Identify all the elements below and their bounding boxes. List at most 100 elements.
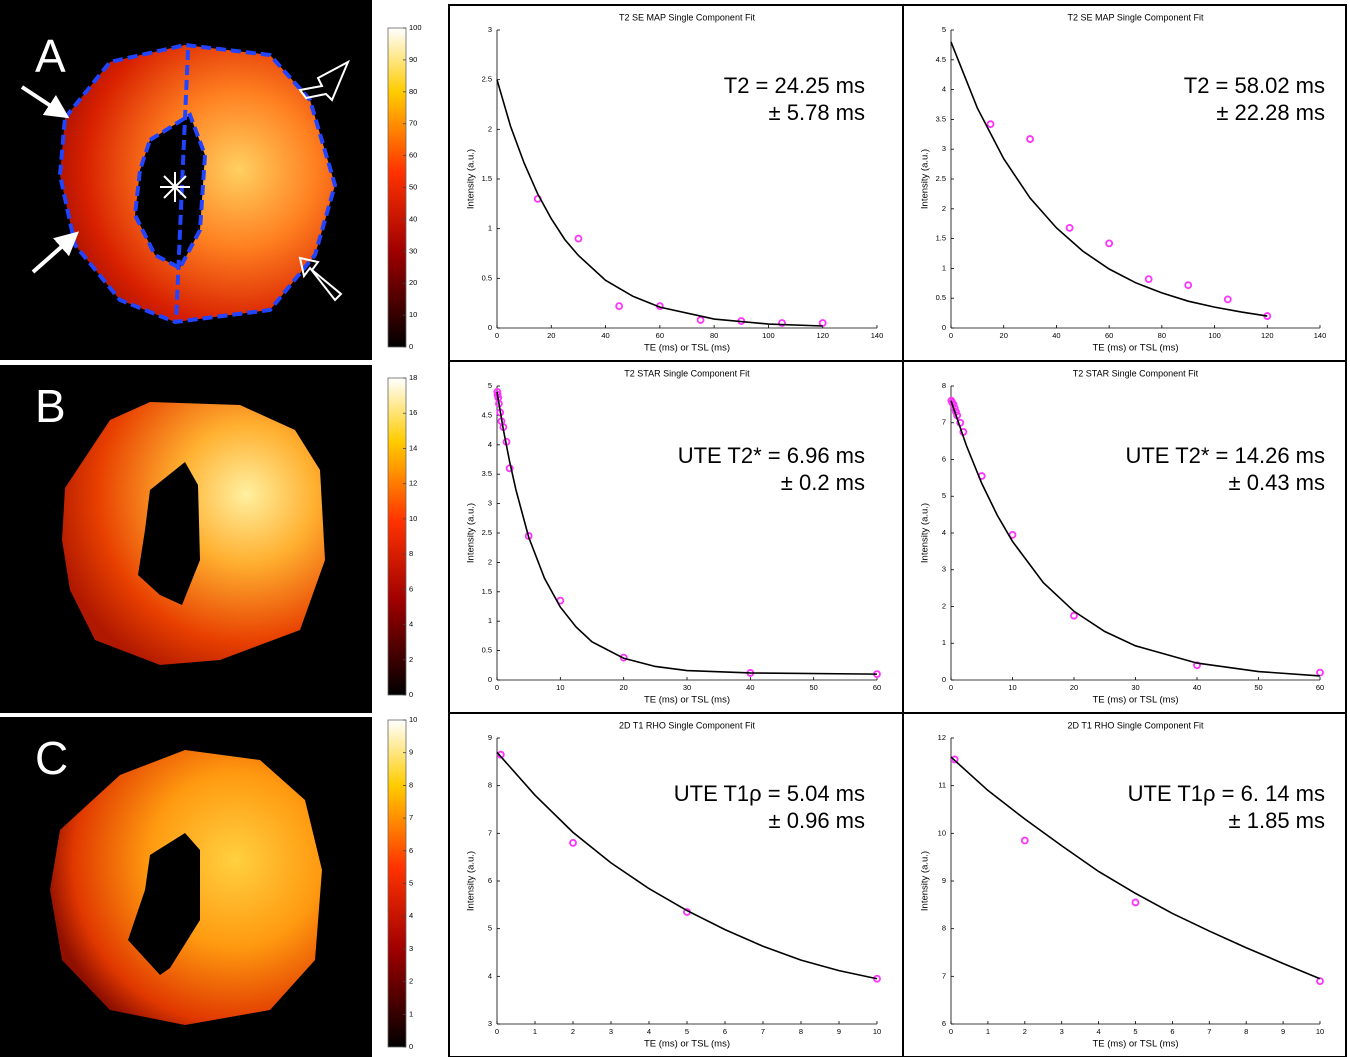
x-tick-label: 60: [873, 683, 881, 692]
y-tick-label: 1.5: [482, 174, 492, 183]
colorbar-tick-label: 40: [409, 214, 417, 223]
data-point: [1105, 239, 1114, 248]
colorbar-tick-label: 2: [409, 655, 413, 664]
x-axis-label: TE (ms) or TSL (ms): [644, 695, 730, 706]
fit-curve: [950, 756, 1321, 980]
y-tick-label: 3: [942, 565, 946, 574]
y-tick-label: 1: [488, 616, 492, 625]
data-point: [1131, 898, 1140, 907]
y-axis-label: Intensity (a.u.): [466, 851, 477, 911]
y-tick-label: 2: [942, 601, 946, 610]
x-tick-label: 7: [1207, 1027, 1211, 1036]
y-tick-label: 2.5: [482, 75, 492, 84]
colorbar-tick-label: 5: [409, 878, 413, 887]
data-point: [1184, 281, 1193, 289]
y-tick-label: 0.5: [482, 273, 492, 282]
y-tick-label: 10: [938, 828, 946, 837]
data-point: [986, 120, 995, 129]
y-tick-label: 4.5: [482, 410, 492, 419]
y-tick-label: 0: [942, 675, 946, 684]
chart-frame: [902, 712, 1347, 1057]
colorbar-tick-label: 2: [409, 977, 413, 986]
annotation: ± 0.43 ms: [1229, 470, 1325, 495]
data-point: [619, 653, 628, 662]
data-point: [574, 234, 583, 243]
x-tick-label: 5: [1133, 1027, 1137, 1036]
x-tick-label: 50: [809, 683, 817, 692]
y-tick-label: 2: [488, 124, 492, 133]
y-tick-label: 3: [488, 1019, 492, 1028]
data-point: [818, 319, 827, 327]
y-axis-label: Intensity (a.u.): [466, 503, 477, 563]
annotation: UTE T1ρ = 5.04 ms: [674, 781, 865, 806]
colorbar-tick-label: 80: [409, 87, 417, 96]
y-tick-label: 2.5: [482, 528, 492, 537]
x-tick-label: 140: [871, 331, 884, 340]
x-tick-label: 0: [495, 683, 499, 692]
x-axis-label: TE (ms) or TSL (ms): [644, 343, 730, 354]
y-tick-label: 6: [488, 876, 492, 885]
colorbar: [387, 377, 407, 696]
x-tick-label: 40: [1193, 683, 1201, 692]
chart-frame: [902, 4, 1347, 362]
x-tick-label: 2: [1023, 1027, 1027, 1036]
y-tick-label: 1.5: [936, 234, 946, 243]
x-tick-label: 5: [685, 1027, 689, 1036]
y-axis-label: Intensity (a.u.): [920, 851, 931, 911]
x-tick-label: 40: [746, 683, 754, 692]
data-point: [778, 319, 786, 327]
x-tick-label: 30: [683, 683, 691, 692]
y-tick-label: 9: [488, 733, 492, 742]
colorbar-tick-label: 10: [409, 715, 417, 724]
y-tick-label: 0: [488, 675, 492, 684]
colorbar-tick-label: 8: [409, 549, 413, 558]
annotation: ± 22.28 ms: [1216, 100, 1325, 125]
panel-label: A: [35, 30, 66, 82]
y-tick-label: 6: [942, 454, 946, 463]
colorbar-tick-label: 90: [409, 55, 417, 64]
x-tick-label: 1: [533, 1027, 537, 1036]
annotation: ± 0.2 ms: [781, 470, 865, 495]
data-point: [1144, 275, 1153, 284]
y-tick-label: 0: [942, 323, 946, 332]
panel-label: B: [35, 380, 66, 432]
x-tick-label: 4: [647, 1027, 651, 1036]
x-axis-label: TE (ms) or TSL (ms): [1092, 343, 1178, 354]
y-tick-label: 4: [942, 85, 946, 94]
x-tick-label: 8: [1244, 1027, 1248, 1036]
y-tick-label: 1: [488, 224, 492, 233]
x-tick-label: 20: [619, 683, 627, 692]
fit-curve: [496, 391, 878, 675]
heatmap: [20, 42, 351, 325]
data-point: [1020, 836, 1029, 845]
y-tick-label: 8: [942, 381, 946, 390]
x-tick-label: 9: [837, 1027, 841, 1036]
colorbar-tick-label: 3: [409, 944, 413, 953]
annotation: UTE T2* = 14.26 ms: [1125, 443, 1325, 468]
y-tick-label: 3.5: [936, 114, 946, 123]
y-tick-label: 1.5: [482, 587, 492, 596]
colorbar-tick-label: 30: [409, 246, 417, 255]
panel-label: C: [35, 732, 68, 784]
colorbar-tick-label: 0: [409, 1042, 413, 1051]
x-tick-label: 1: [986, 1027, 990, 1036]
x-tick-label: 4: [1097, 1027, 1101, 1036]
x-tick-label: 100: [1208, 331, 1221, 340]
x-tick-label: 10: [1316, 1027, 1324, 1036]
colorbar-tick-label: 0: [409, 342, 413, 351]
data-point: [696, 316, 705, 324]
y-tick-label: 4.5: [936, 55, 946, 64]
colorbar-tick-label: 9: [409, 748, 413, 757]
x-tick-label: 3: [609, 1027, 613, 1036]
annotation: UTE T2* = 6.96 ms: [678, 443, 865, 468]
x-tick-label: 120: [1261, 331, 1274, 340]
x-tick-label: 60: [1105, 331, 1113, 340]
y-tick-label: 2: [942, 204, 946, 213]
y-axis-label: Intensity (a.u.): [920, 149, 931, 209]
x-tick-label: 10: [1008, 683, 1016, 692]
y-tick-label: 4: [488, 971, 492, 980]
y-tick-label: 3: [488, 25, 492, 34]
y-axis-label: Intensity (a.u.): [920, 503, 931, 563]
x-tick-label: 6: [723, 1027, 727, 1036]
